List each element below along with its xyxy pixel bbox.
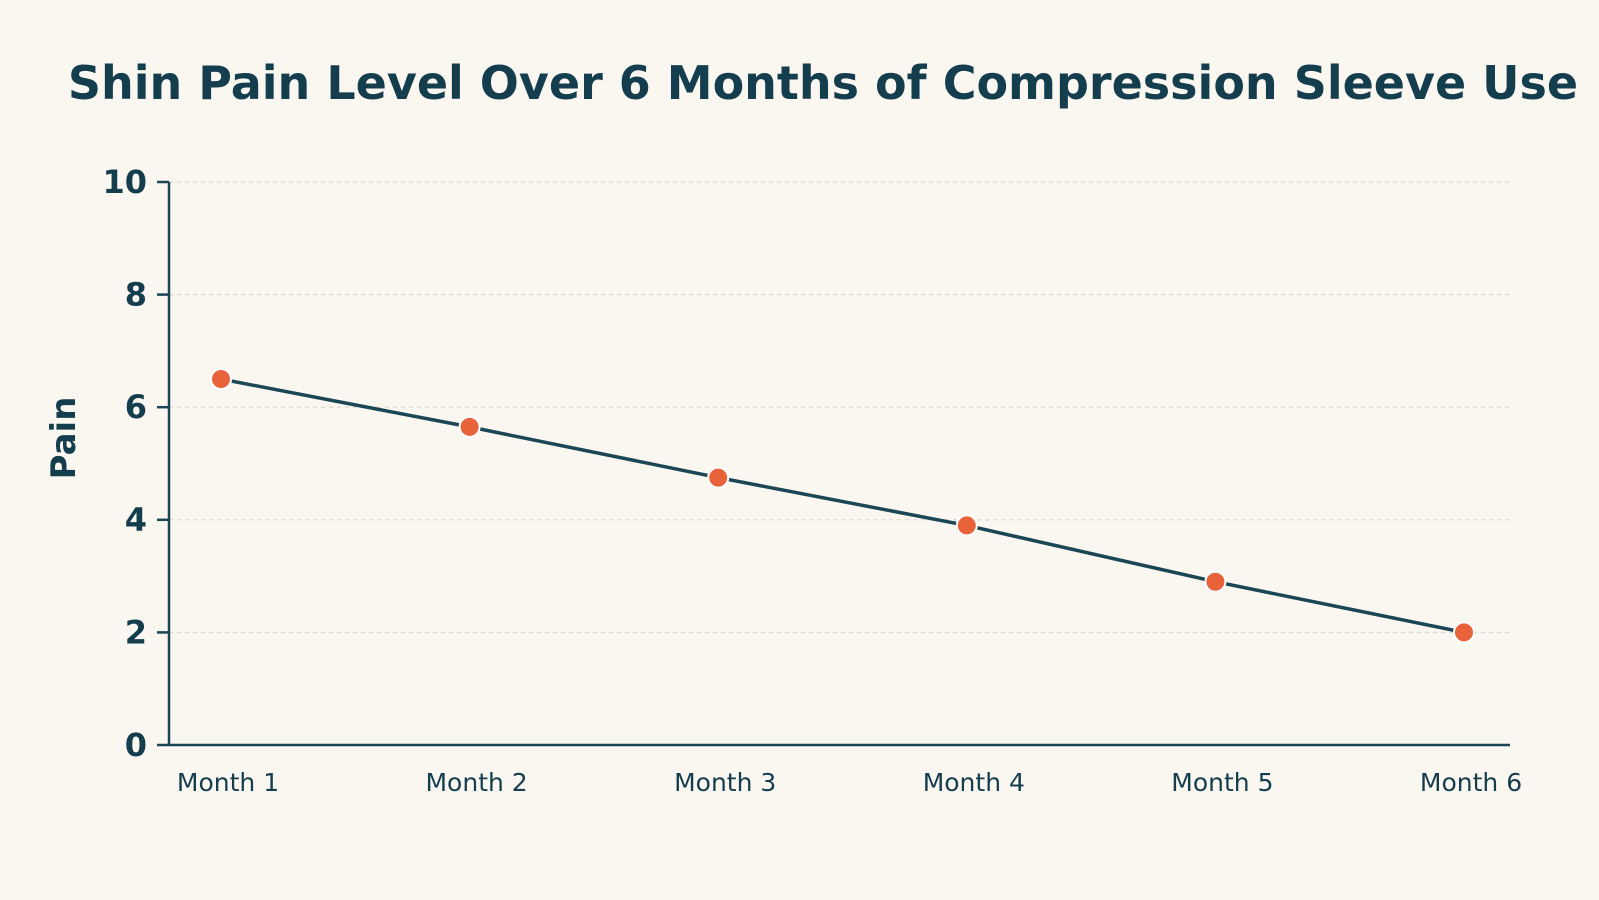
x-tick-label: Month 1 <box>177 768 279 797</box>
series-line <box>220 377 1465 635</box>
x-tick-labels: Month 1 Month 2 Month 3 Month 4 Month 5 Month… <box>177 768 1522 797</box>
x-tick-label: Month 3 <box>674 768 776 797</box>
y-tick-label: 6 <box>125 388 147 426</box>
axes <box>157 180 1510 747</box>
data-point <box>707 466 730 489</box>
data-point <box>1453 621 1475 644</box>
x-tick-label: Month 4 <box>923 768 1025 797</box>
chart-title: Shin Pain Level Over 6 Months of Compres… <box>68 56 1578 110</box>
y-tick-label: 10 <box>102 163 147 201</box>
y-tick-label: 4 <box>125 501 147 539</box>
x-tick-label: Month 5 <box>1171 768 1273 797</box>
y-tick-label: 2 <box>125 613 147 651</box>
data-point <box>955 514 978 537</box>
data-point <box>458 415 481 438</box>
y-tick-label: 0 <box>125 726 147 764</box>
data-point <box>210 368 232 391</box>
y-tick-label: 8 <box>125 276 147 314</box>
y-tick-labels: 0 2 4 6 8 10 <box>102 163 147 764</box>
x-tick-label: Month 2 <box>425 768 527 797</box>
data-point <box>1204 570 1227 593</box>
y-axis-label: Pain <box>44 397 84 480</box>
series <box>210 368 1475 644</box>
x-tick-label: Month 6 <box>1420 768 1522 797</box>
